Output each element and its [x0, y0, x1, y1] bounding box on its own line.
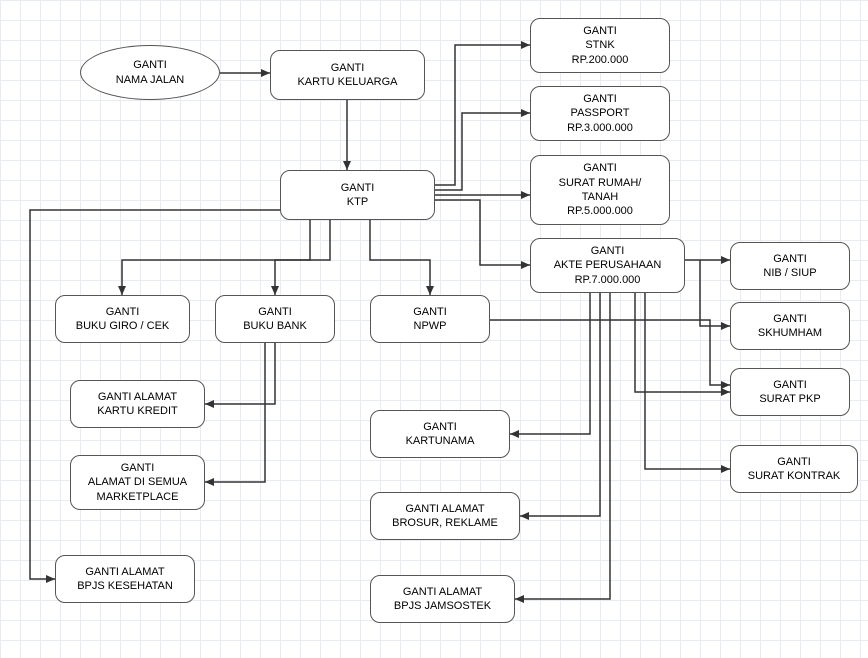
node-akte-line0: GANTI	[591, 244, 625, 258]
node-surat_kontrak-line1: SURAT KONTRAK	[748, 469, 841, 483]
node-surat_rumah-line1: SURAT RUMAH/	[559, 176, 642, 190]
node-surat_rumah-line2: TANAH	[582, 190, 618, 204]
edge-19	[490, 320, 730, 385]
node-buku_bank-line1: BUKU BANK	[243, 319, 307, 333]
node-ktp-line1: KTP	[347, 195, 368, 209]
node-nib: GANTINIB / SIUP	[730, 242, 850, 290]
edge-15	[510, 293, 590, 434]
node-npwp-line0: GANTI	[413, 305, 447, 319]
edge-5	[435, 200, 530, 265]
node-bpjs_jamsostek-line0: GANTI ALAMAT	[403, 585, 482, 599]
edge-12	[370, 220, 430, 295]
node-bpjs_jamsostek: GANTI ALAMATBPJS JAMSOSTEK	[370, 575, 515, 623]
node-buku_giro-line0: GANTI	[106, 305, 140, 319]
node-ktp-line0: GANTI	[341, 181, 375, 195]
node-npwp-line1: NPWP	[414, 319, 447, 333]
node-kartu_keluarga-line1: KARTU KELUARGA	[297, 75, 397, 89]
node-passport-line0: GANTI	[583, 92, 617, 106]
node-passport: GANTIPASSPORTRP.3.000.000	[530, 86, 670, 141]
node-buku_bank-line0: GANTI	[258, 305, 292, 319]
edge-2	[435, 45, 530, 185]
node-passport-line2: RP.3.000.000	[567, 121, 633, 135]
node-buku_giro-line1: BUKU GIRO / CEK	[76, 319, 170, 333]
node-marketplace-line1: ALAMAT DI SEMUA	[88, 475, 187, 489]
node-surat_kontrak-line0: GANTI	[777, 455, 811, 469]
node-bpjs_kesehatan-line1: BPJS KESEHATAN	[77, 579, 173, 593]
node-surat_rumah: GANTISURAT RUMAH/TANAHRP.5.000.000	[530, 155, 670, 225]
node-nama_jalan-line1: NAMA JALAN	[116, 73, 184, 87]
node-buku_giro: GANTIBUKU GIRO / CEK	[55, 295, 190, 343]
edge-3	[435, 113, 530, 190]
node-kartu_keluarga: GANTIKARTU KELUARGA	[270, 50, 425, 100]
edge-7	[700, 260, 730, 326]
node-surat_pkp-line0: GANTI	[773, 378, 807, 392]
node-nib-line1: NIB / SIUP	[763, 266, 816, 280]
edge-8	[635, 293, 730, 392]
edge-10	[122, 220, 310, 295]
edge-9	[645, 293, 730, 469]
node-akte-line1: AKTE PERUSAHAAN	[554, 258, 662, 272]
node-kartu_kredit: GANTI ALAMATKARTU KREDIT	[70, 380, 205, 428]
node-passport-line1: PASSPORT	[571, 106, 630, 120]
node-stnk-line0: GANTI	[583, 24, 617, 38]
edge-14	[205, 343, 265, 482]
node-buku_bank: GANTIBUKU BANK	[215, 295, 335, 343]
node-akte-line2: RP.7.000.000	[575, 273, 641, 287]
node-akte: GANTIAKTE PERUSAHAANRP.7.000.000	[530, 238, 685, 293]
node-marketplace: GANTIALAMAT DI SEMUAMARKETPLACE	[70, 455, 205, 510]
node-surat_rumah-line3: RP.5.000.000	[567, 204, 633, 218]
node-kartu_keluarga-line0: GANTI	[331, 61, 365, 75]
node-skhumham-line1: SKHUMHAM	[758, 326, 822, 340]
node-surat_rumah-line0: GANTI	[583, 161, 617, 175]
edge-11	[275, 220, 330, 295]
node-brosur: GANTI ALAMATBROSUR, REKLAME	[370, 492, 520, 540]
node-kartunama: GANTIKARTUNAMA	[370, 410, 510, 458]
node-nib-line0: GANTI	[773, 252, 807, 266]
node-bpjs_jamsostek-line1: BPJS JAMSOSTEK	[394, 599, 491, 613]
node-marketplace-line2: MARKETPLACE	[97, 490, 179, 504]
node-kartunama-line0: GANTI	[423, 420, 457, 434]
node-nama_jalan: GANTINAMA JALAN	[80, 45, 220, 100]
node-nama_jalan-line0: GANTI	[133, 58, 167, 72]
node-surat_pkp: GANTISURAT PKP	[730, 368, 850, 416]
node-stnk: GANTISTNKRP.200.000	[530, 18, 670, 73]
node-surat_pkp-line1: SURAT PKP	[759, 392, 820, 406]
node-npwp: GANTINPWP	[370, 295, 490, 343]
node-bpjs_kesehatan-line0: GANTI ALAMAT	[85, 565, 164, 579]
node-ktp: GANTIKTP	[280, 170, 435, 220]
node-surat_kontrak: GANTISURAT KONTRAK	[730, 445, 858, 493]
node-bpjs_kesehatan: GANTI ALAMATBPJS KESEHATAN	[55, 555, 195, 603]
edge-13	[205, 343, 275, 404]
edge-16	[520, 293, 600, 516]
node-brosur-line1: BROSUR, REKLAME	[392, 516, 498, 530]
node-kartu_kredit-line1: KARTU KREDIT	[97, 404, 177, 418]
node-brosur-line0: GANTI ALAMAT	[405, 502, 484, 516]
node-skhumham-line0: GANTI	[773, 312, 807, 326]
edge-17	[515, 293, 610, 599]
node-skhumham: GANTISKHUMHAM	[730, 302, 850, 350]
node-kartunama-line1: KARTUNAMA	[406, 434, 475, 448]
node-stnk-line2: RP.200.000	[572, 53, 629, 67]
node-marketplace-line0: GANTI	[121, 461, 155, 475]
node-kartu_kredit-line0: GANTI ALAMAT	[98, 390, 177, 404]
node-stnk-line1: STNK	[585, 38, 614, 52]
